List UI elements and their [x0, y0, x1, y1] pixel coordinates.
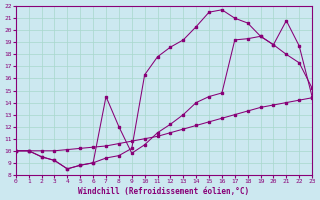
X-axis label: Windchill (Refroidissement éolien,°C): Windchill (Refroidissement éolien,°C) — [78, 187, 250, 196]
